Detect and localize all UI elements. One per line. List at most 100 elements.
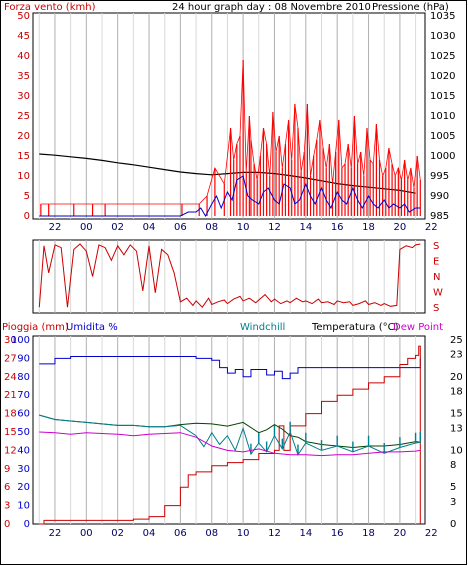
wind-tick-label: 40 (17, 51, 30, 62)
temperature-tick-label: 0 (450, 519, 456, 530)
direction-series (38, 243, 421, 308)
pressure-tick-label: 1035 (430, 11, 455, 22)
humidity-line (39, 356, 421, 380)
wind-plot-frame (32, 12, 426, 220)
rain-tick-label: 21 (4, 390, 17, 401)
wind-time-gridlines (38, 13, 417, 219)
humidity-axis-label: Umidita % (66, 322, 118, 333)
windchill-legend: Windchill (240, 322, 285, 333)
pressure-right-axis-ticks: 985 990 995 1000 1005 1010 1015 1020 1025 1030 103… (430, 11, 455, 222)
wind-left-axis-ticks: 0 5 10 15 20 25 30 35 40 45 50 (17, 11, 30, 222)
pressure-tick-label: 1010 (430, 111, 455, 122)
temperature-tick-label: 3 (450, 497, 456, 508)
time-tick-label: 06 (174, 528, 187, 539)
humidity-tick-label: 100 (11, 335, 30, 346)
time-tick-label: 16 (331, 528, 344, 539)
dewpoint-line (39, 431, 421, 457)
pressure-line (39, 153, 416, 194)
temperature-series (39, 345, 421, 525)
humidity-tick-label: 30 (17, 464, 30, 475)
wind-speed-line (39, 175, 421, 218)
wind-tick-label: 30 (17, 91, 30, 102)
wind-tick-label: 15 (17, 151, 30, 162)
wind-time-axis-labels: 22 00 02 04 06 08 10 12 14 16 18 20 22 (49, 222, 438, 233)
temperature-tick-label: 18 (450, 387, 463, 398)
time-tick-label: 12 (268, 528, 281, 539)
humidity-tick-label: 20 (17, 482, 30, 493)
rain-tick-label: 0 (4, 519, 10, 530)
gust-line (40, 59, 421, 205)
temperature-legend: Temperatura (°C) (311, 322, 399, 333)
time-tick-label: 02 (111, 222, 124, 233)
direction-plot-frame (32, 239, 426, 314)
time-tick-label: 00 (80, 222, 93, 233)
humidity-tick-label: 70 (17, 390, 30, 401)
time-tick-label: 22 (425, 528, 438, 539)
humidity-tick-label: 50 (17, 427, 30, 438)
temperature-tick-label: 5 (450, 482, 456, 493)
rain-tick-label: 30 (4, 335, 17, 346)
time-tick-label: 20 (394, 222, 407, 233)
rain-tick-label: 12 (4, 445, 17, 456)
wind-tick-label: 50 (17, 11, 30, 22)
pressure-tick-label: 1015 (430, 91, 455, 102)
pressure-tick-label: 990 (430, 191, 449, 202)
pressure-tick-label: 1000 (430, 151, 455, 162)
temperature-tick-label: 15 (450, 409, 463, 420)
wind-tick-label: 0 (24, 211, 30, 222)
time-tick-label: 22 (425, 222, 438, 233)
wind-direction-line (38, 243, 421, 308)
windchill-line (39, 414, 421, 456)
wind-tick-label: 25 (17, 111, 30, 122)
compass-label: E (433, 257, 439, 268)
time-tick-label: 08 (205, 528, 218, 539)
pressure-tick-label: 1030 (430, 31, 455, 42)
compass-label: W (433, 288, 443, 299)
time-tick-label: 04 (143, 222, 156, 233)
rain-tick-label: 27 (4, 353, 17, 364)
rain-tick-label: 18 (4, 409, 17, 420)
temperature-tick-label: 10 (450, 445, 463, 456)
temperature-axis-ticks: 0 3 5 8 10 13 15 18 20 23 25 (450, 335, 463, 530)
wind-axis-label: Forza vento (kmh) (4, 2, 96, 13)
humidity-tick-label: 90 (17, 353, 30, 364)
time-tick-label: 02 (111, 528, 124, 539)
time-tick-label: 12 (268, 222, 281, 233)
time-tick-label: 14 (299, 528, 312, 539)
time-tick-label: 16 (331, 222, 344, 233)
temperature-plot-frame (32, 335, 426, 525)
rain-tick-label: 6 (4, 482, 10, 493)
humidity-tick-label: 60 (17, 409, 30, 420)
temperature-tick-label: 8 (450, 460, 456, 471)
time-tick-label: 20 (394, 528, 407, 539)
humidity-tick-label: 10 (17, 501, 30, 512)
time-tick-label: 10 (237, 528, 250, 539)
compass-label: N (433, 272, 440, 283)
time-tick-label: 22 (49, 222, 62, 233)
wind-tick-label: 5 (24, 191, 30, 202)
pressure-axis-label: Pressione (hPa) (372, 2, 449, 13)
wind-tick-label: 35 (17, 71, 30, 82)
temperature-tick-label: 25 (450, 335, 463, 346)
time-tick-label: 08 (205, 222, 218, 233)
time-tick-label: 18 (362, 222, 375, 233)
time-tick-label: 06 (174, 222, 187, 233)
humidity-tick-label: 0 (24, 519, 30, 530)
time-tick-label: 04 (143, 528, 156, 539)
pressure-tick-label: 1020 (430, 71, 455, 82)
pressure-tick-label: 995 (430, 171, 449, 182)
temperature-tick-label: 20 (450, 372, 463, 383)
rain-line (39, 345, 421, 525)
temperature-tick-label: 23 (450, 350, 463, 361)
rain-tick-label: 24 (4, 372, 17, 383)
wind-tick-label: 45 (17, 31, 30, 42)
compass-label: S (433, 241, 439, 252)
time-tick-label: 10 (237, 222, 250, 233)
pressure-tick-label: 1005 (430, 131, 455, 142)
wind-tick-label: 20 (17, 131, 30, 142)
